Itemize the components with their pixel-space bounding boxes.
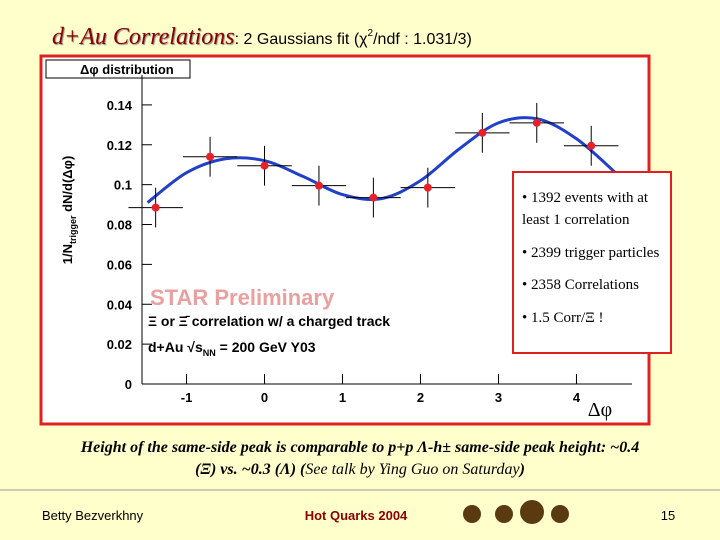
fit-curve <box>146 116 617 204</box>
bullets: • 1392 events with at least 1 correlation… <box>522 190 659 326</box>
decor-icons <box>463 500 569 524</box>
title-end: /ndf : 1.031/3) <box>373 31 472 48</box>
title-main: d+Au Correlations <box>52 24 235 50</box>
data-point <box>260 161 269 170</box>
bullet: • 1.5 Corr/Ξ ! <box>522 310 604 326</box>
x-tick-label: 1 <box>339 390 346 405</box>
x-tick-label: 3 <box>495 390 502 405</box>
bullet: least 1 correlation <box>522 212 630 228</box>
y-tick-label: 0.12 <box>107 138 132 153</box>
footer-page: 15 <box>661 508 675 523</box>
plot-area: 0 0.02 0.04 0.06 0.08 0.1 0.12 0.14 -1 0 1 2 3 4 <box>107 75 632 405</box>
y-tick-label: 0.14 <box>107 98 133 113</box>
data-point <box>423 183 432 192</box>
footer-author: Betty Bezverkhny <box>42 508 144 523</box>
x-tick-label: 4 <box>573 390 581 405</box>
title-note: : 2 Gaussians fit (χ <box>235 31 368 48</box>
energy-c: = 200 GeV Y03 <box>216 339 316 355</box>
y-tick-label: 0.02 <box>107 337 132 352</box>
annotation: STAR Preliminary <box>150 285 335 310</box>
y-tick-label: 0.04 <box>107 297 133 312</box>
data-point <box>532 118 541 127</box>
data-point <box>369 193 378 202</box>
bullet: • 1392 events with at <box>522 190 649 206</box>
x-tick-label: 0 <box>261 390 268 405</box>
data-point <box>151 203 160 212</box>
data-point <box>478 128 487 137</box>
hist-title: Δφ distribution <box>80 62 174 77</box>
energy-a: d+Au <box>148 339 187 355</box>
hist-title-box <box>45 59 191 79</box>
footer-conf: Hot Quarks 2004 <box>305 508 408 523</box>
data-point <box>206 152 215 161</box>
title-sup: 2 <box>368 28 374 39</box>
y-tick-label: 0.08 <box>107 218 132 233</box>
caption: Height of the same-side peak is comparab… <box>80 439 640 456</box>
bullet: • 2399 trigger particles <box>522 245 659 261</box>
data-point <box>587 141 596 150</box>
caption-a: (Ξ) vs. ~0.3 (Λ) ( <box>195 461 307 478</box>
y-label-b: dN/d(Δφ) <box>60 156 75 216</box>
data-point <box>314 181 323 190</box>
bullet: • 2358 Correlations <box>522 277 639 293</box>
energy-b: √s <box>187 339 203 355</box>
caption: (Ξ) vs. ~0.3 (Λ) (See talk by Ying Guo o… <box>195 461 525 478</box>
y-tick-label: 0.1 <box>114 178 132 193</box>
y-label-sub: trigger <box>68 215 78 244</box>
y-label-a: 1/N <box>60 244 75 264</box>
slide-title: d+Au Correlations: 2 Gaussians fit (χ2/n… <box>52 24 472 50</box>
x-tick-label: -1 <box>181 390 193 405</box>
caption-b: See talk by Ying Guo on Saturday <box>305 461 520 478</box>
y-tick-label: 0.06 <box>107 257 132 272</box>
x-tick-label: 2 <box>417 390 424 405</box>
x-label: Δφ <box>588 399 612 421</box>
caption-c: ) <box>518 461 525 478</box>
energy-label: d+Au √sNN = 200 GeV Y03 <box>148 339 316 358</box>
annotation: Ξ or Ξ̄ correlation w/ a charged track <box>148 313 390 329</box>
y-label: 1/Ntrigger dN/d(Δφ) <box>60 156 78 265</box>
info-box <box>512 171 672 354</box>
y-tick-label: 0 <box>125 377 132 392</box>
energy-sub: NN <box>203 348 216 358</box>
